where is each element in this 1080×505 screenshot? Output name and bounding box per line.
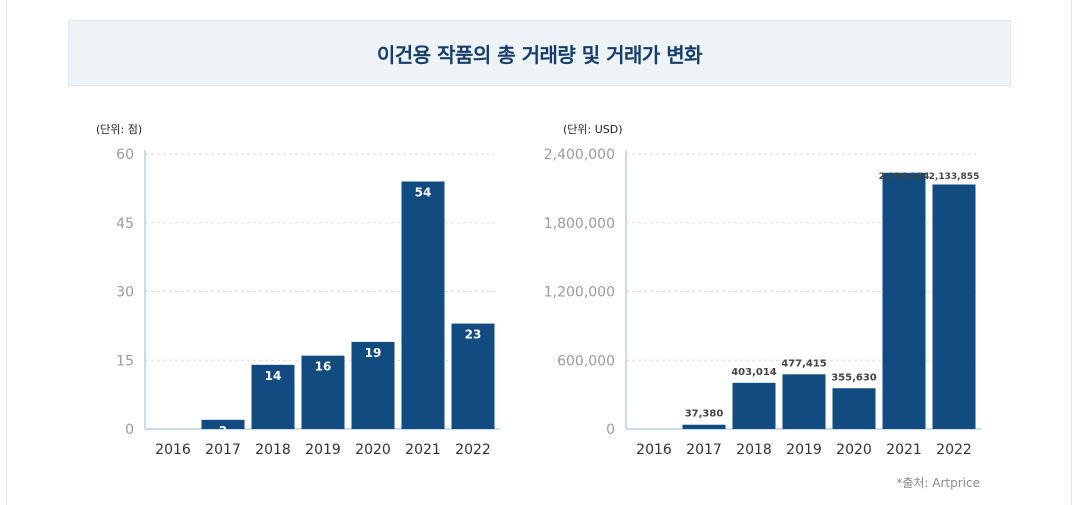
x-tick-label: 2021 — [886, 442, 922, 458]
bar-2022 — [932, 184, 976, 429]
data-label-2021: 2,236,124 — [879, 172, 930, 182]
y-tick-label: 1,200,000 — [544, 285, 615, 301]
x-tick-label: 2016 — [636, 442, 672, 458]
y-tick-label: 30 — [116, 285, 134, 301]
right-unit-label: (단위: USD) — [563, 123, 623, 136]
x-tick-label: 2022 — [455, 442, 491, 458]
source-note: *출처: Artprice — [896, 476, 980, 490]
data-label-2020: 355,630 — [831, 372, 877, 383]
data-label-2022: 23 — [465, 328, 482, 342]
y-tick-label: 1,800,000 — [544, 216, 615, 232]
x-tick-label: 2018 — [255, 442, 291, 458]
title-banner: 이건용 작품의 총 거래량 및 거래가 변화 — [68, 20, 1011, 86]
x-tick-label: 2019 — [305, 442, 341, 458]
data-label-2017: 37,380 — [685, 409, 724, 420]
bar-2018 — [251, 364, 295, 429]
data-label-2018: 14 — [265, 369, 282, 383]
bar-2017 — [682, 424, 726, 429]
data-label-2020: 19 — [365, 346, 382, 360]
data-label-2022: 2,133,855 — [929, 172, 980, 182]
y-tick-label: 600,000 — [557, 353, 615, 369]
x-tick-label: 2020 — [355, 442, 391, 458]
bar-2017 — [201, 419, 245, 429]
frame-right-border — [1071, 0, 1072, 505]
x-tick-label: 2017 — [686, 442, 722, 458]
bar-2021 — [401, 181, 445, 429]
data-label-2019: 16 — [315, 360, 332, 374]
x-tick-label: 2022 — [936, 442, 972, 458]
bar-2020 — [832, 388, 876, 429]
data-label-2019: 477,415 — [781, 358, 827, 369]
bar-2018 — [732, 382, 776, 429]
x-tick-label: 2018 — [736, 442, 772, 458]
data-label-2017: 2 — [219, 424, 227, 438]
x-tick-label: 2021 — [405, 442, 441, 458]
bar-2020 — [351, 341, 395, 429]
chart-title: 이건용 작품의 총 거래량 및 거래가 변화 — [376, 42, 703, 67]
bar-2022 — [451, 323, 495, 429]
data-label-2018: 403,014 — [731, 367, 777, 378]
left-unit-label: (단위: 점) — [96, 123, 143, 136]
x-tick-label: 2017 — [205, 442, 241, 458]
price-bar-chart: 0 600,000 1,200,000 1,800,000 2,400,000 2016 3… — [544, 147, 981, 458]
bar-2019 — [301, 355, 345, 429]
bar-2021 — [882, 172, 926, 429]
x-tick-label: 2020 — [836, 442, 872, 458]
y-tick-label: 15 — [116, 353, 134, 369]
x-tick-label: 2016 — [155, 442, 191, 458]
y-tick-label: 2,400,000 — [544, 147, 615, 163]
count-bar-chart: 0 15 30 45 60 2016 2 2017 14 2018 16 2019 19 2020 54 20… — [116, 147, 500, 458]
x-tick-label: 2019 — [786, 442, 822, 458]
y-tick-label: 60 — [116, 147, 134, 163]
data-label-2021: 54 — [415, 186, 432, 200]
y-tick-label: 45 — [116, 216, 134, 232]
y-tick-label: 0 — [606, 422, 615, 438]
y-tick-label: 0 — [125, 422, 134, 438]
bar-2019 — [782, 374, 826, 429]
frame-left-border — [6, 0, 7, 505]
